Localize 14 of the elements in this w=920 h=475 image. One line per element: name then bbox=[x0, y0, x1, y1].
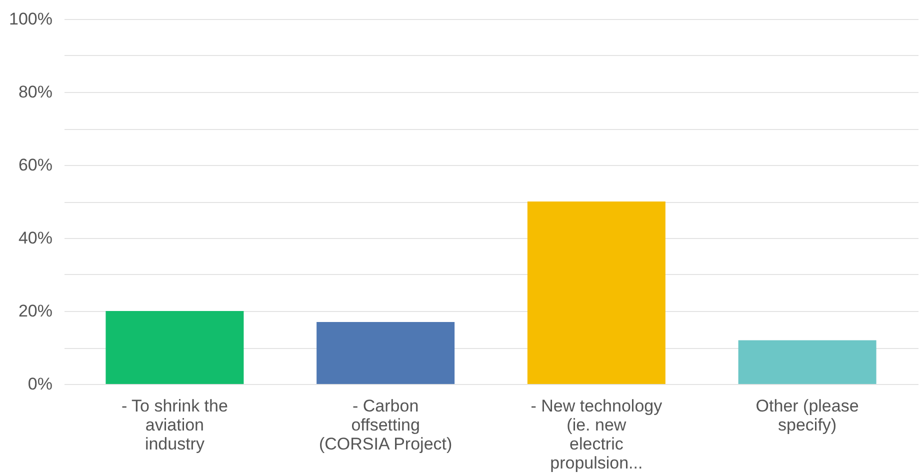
y-tick-label: 80% bbox=[18, 82, 52, 102]
y-tick-label: 60% bbox=[18, 156, 52, 174]
y-tick-label: 0% bbox=[28, 374, 52, 394]
y-tick-label: 100% bbox=[9, 10, 52, 28]
y-tick-label: 40% bbox=[18, 228, 52, 248]
bar bbox=[738, 340, 876, 384]
x-tick-label: - Carbon offsetting (CORSIA Project) bbox=[318, 396, 452, 454]
x-tick-label: - New technology (ie. new electric propulsion... bbox=[530, 396, 663, 472]
bar bbox=[106, 311, 244, 384]
bar bbox=[316, 322, 455, 384]
x-tick-label: - To shrink the aviation industry bbox=[121, 396, 228, 454]
bar bbox=[527, 202, 666, 384]
x-tick-label: Other (please specify) bbox=[756, 396, 859, 434]
y-tick-label: 20% bbox=[18, 302, 52, 320]
